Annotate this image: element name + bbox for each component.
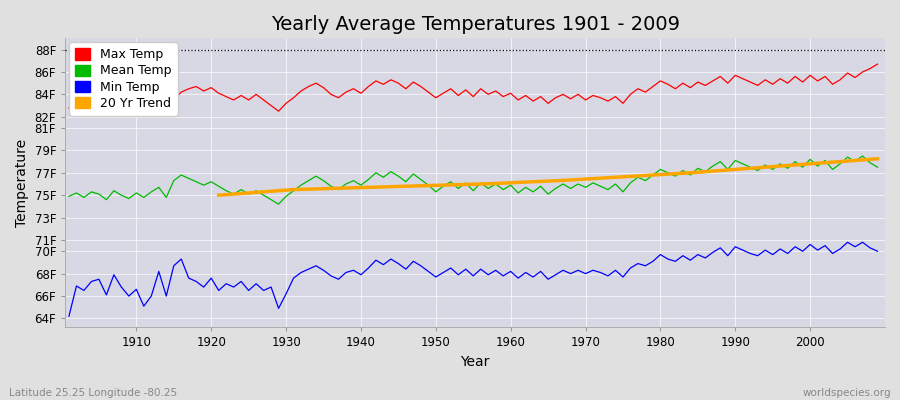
Title: Yearly Average Temperatures 1901 - 2009: Yearly Average Temperatures 1901 - 2009 xyxy=(271,15,680,34)
Text: worldspecies.org: worldspecies.org xyxy=(803,388,891,398)
X-axis label: Year: Year xyxy=(461,355,490,369)
Text: Latitude 25.25 Longitude -80.25: Latitude 25.25 Longitude -80.25 xyxy=(9,388,177,398)
Legend: Max Temp, Mean Temp, Min Temp, 20 Yr Trend: Max Temp, Mean Temp, Min Temp, 20 Yr Tre… xyxy=(69,42,178,116)
Y-axis label: Temperature: Temperature xyxy=(15,139,29,227)
